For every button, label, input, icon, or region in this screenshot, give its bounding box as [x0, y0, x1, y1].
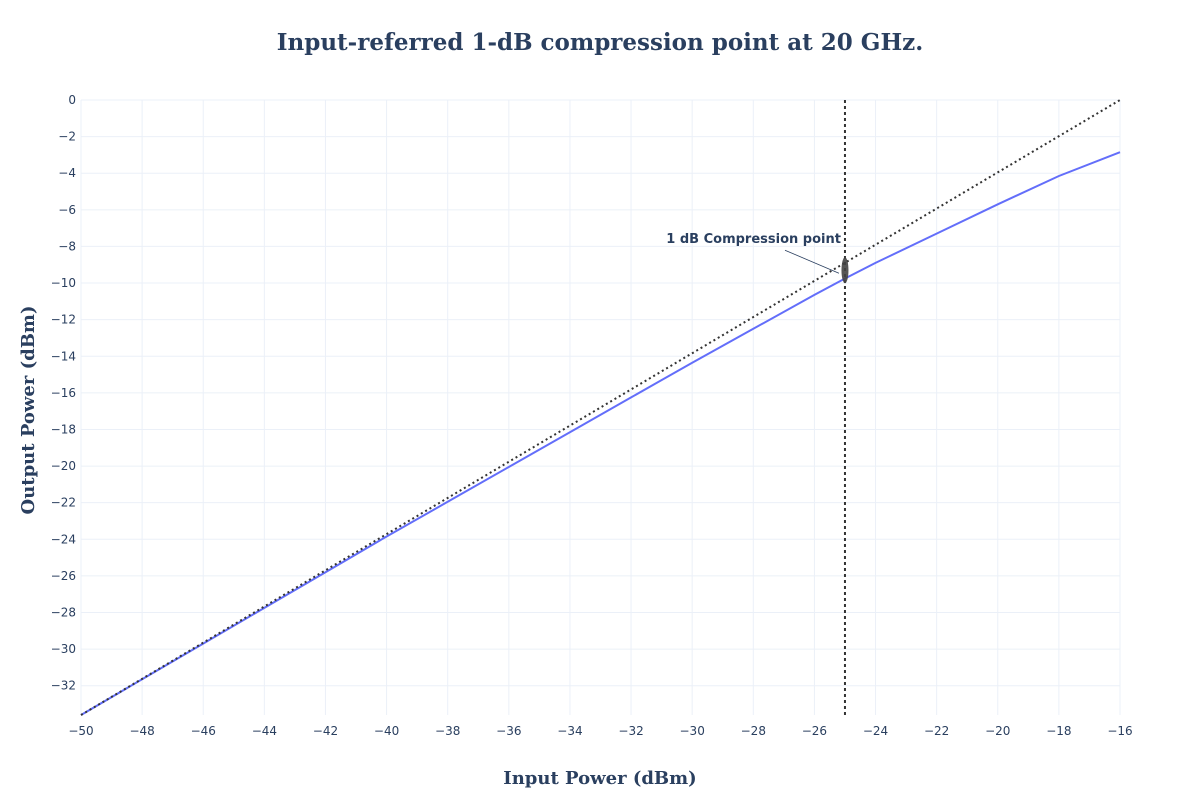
x-tick-label: −28 — [741, 724, 766, 738]
chart-title: Input-referred 1-dB compression point at… — [277, 29, 924, 56]
x-tick-label: −48 — [129, 724, 154, 738]
y-tick-label: −24 — [51, 532, 76, 546]
series-layer — [80, 99, 1121, 716]
y-tick-label: −2 — [58, 130, 76, 144]
marker-layer: 1 dB Compression point — [666, 232, 849, 284]
y-tick-label: −14 — [51, 349, 76, 363]
x-tick-label: −38 — [435, 724, 460, 738]
x-tick-label: −32 — [618, 724, 643, 738]
x-tick-label: −34 — [557, 724, 582, 738]
y-tick-label: −6 — [58, 203, 76, 217]
x-tick-label: −40 — [374, 724, 399, 738]
x-tick-label: −36 — [496, 724, 521, 738]
x-tick-label: −24 — [863, 724, 888, 738]
y-tick-label: −20 — [51, 459, 76, 473]
x-tick-label: −26 — [802, 724, 827, 738]
y-tick-label: −28 — [51, 606, 76, 620]
y-tick-label: −32 — [51, 679, 76, 693]
x-tick-label: −42 — [313, 724, 338, 738]
y-tick-label: −18 — [51, 422, 76, 436]
annotation-label: 1 dB Compression point — [666, 232, 841, 247]
y-grid — [81, 99, 1120, 687]
x-tick-label: −16 — [1107, 724, 1132, 738]
y-tick-label: −26 — [51, 569, 76, 583]
compression-point-marker — [841, 257, 849, 284]
x-tick-labels: −50 −48 −46 −44 −42 −40 −38 −36 −34 −32 −30 −28 −26 −… — [68, 724, 1132, 738]
x-tick-label: −18 — [1046, 724, 1071, 738]
y-tick-label: −16 — [51, 386, 76, 400]
x-tick-label: −22 — [924, 724, 949, 738]
y-tick-labels: 0 −2 −4 −6 −8 −10 −12 −14 −16 −18 −20 −22 −24 −26 −28 −… — [51, 93, 76, 693]
y-tick-label: −8 — [58, 239, 76, 253]
series-line-2 — [80, 99, 1121, 716]
series-line-1 — [80, 151, 1121, 716]
x-tick-label: −50 — [68, 724, 93, 738]
x-axis-title: Input Power (dBm) — [503, 768, 696, 789]
y-tick-label: −10 — [51, 276, 76, 290]
y-tick-label: −12 — [51, 313, 76, 327]
y-tick-label: −22 — [51, 496, 76, 510]
y-tick-label: −4 — [58, 166, 76, 180]
y-tick-label: 0 — [68, 93, 76, 107]
x-tick-label: −44 — [252, 724, 277, 738]
y-tick-label: −30 — [51, 642, 76, 656]
x-tick-label: −46 — [191, 724, 216, 738]
y-axis-title: Output Power (dBm) — [18, 306, 39, 515]
x-tick-label: −30 — [680, 724, 705, 738]
x-tick-label: −20 — [985, 724, 1010, 738]
annotation-arrow — [784, 249, 840, 274]
